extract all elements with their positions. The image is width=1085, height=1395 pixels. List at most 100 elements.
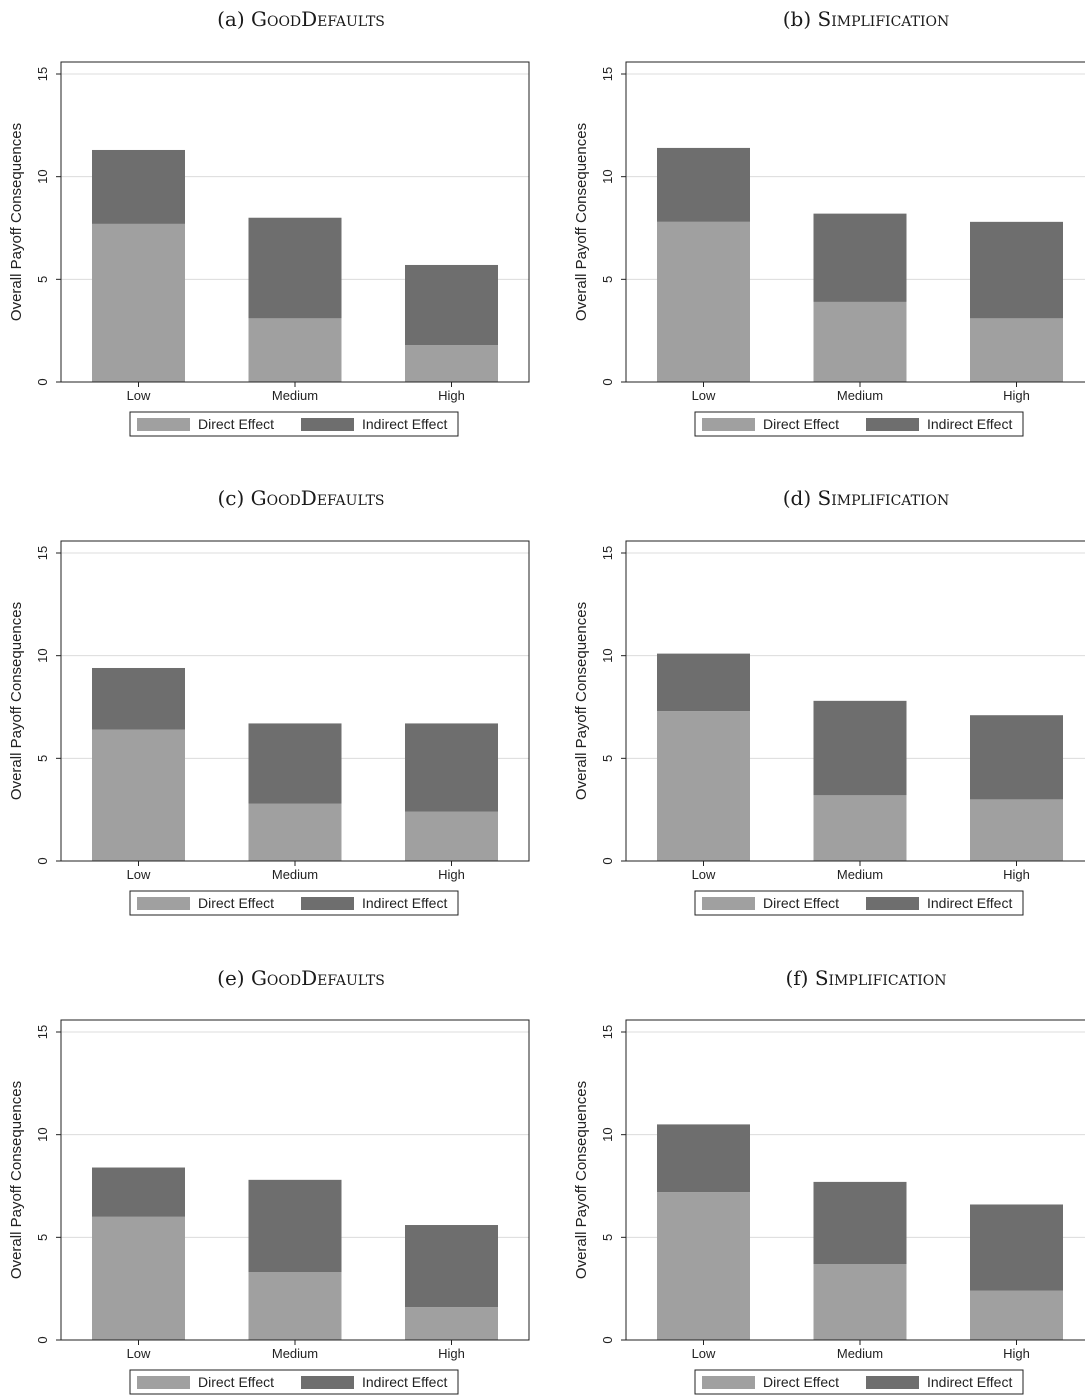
- bar-direct-high: [970, 1290, 1063, 1340]
- y-tick-label: 10: [600, 169, 615, 183]
- y-axis-label: Overall Payoff Consequences: [8, 123, 25, 321]
- bar-indirect-low: [657, 653, 750, 712]
- x-tick-label: Low: [127, 1346, 151, 1361]
- bar-indirect-high: [970, 715, 1063, 800]
- legend-label-direct: Direct Effect: [198, 416, 274, 432]
- y-tick-label: 5: [35, 1234, 50, 1241]
- bar-indirect-low: [657, 147, 750, 222]
- x-tick-label: High: [438, 1346, 465, 1361]
- panel-title-prefix: (a): [217, 7, 251, 31]
- chart-panel-f: (f) Simplification 0 5 10 15 Low Medium High Ove…: [573, 966, 1085, 1395]
- legend: Direct Effect Indirect Effect: [129, 411, 459, 437]
- bar-direct-low: [657, 221, 750, 382]
- bar-indirect-high: [970, 221, 1063, 319]
- x-tick-label: High: [1003, 1346, 1030, 1361]
- legend: Direct Effect Indirect Effect: [129, 890, 459, 916]
- bar-indirect-medium: [813, 700, 907, 796]
- plot-frame: [625, 540, 1085, 862]
- legend-label-direct: Direct Effect: [763, 895, 839, 911]
- bar-direct-low: [657, 1192, 750, 1340]
- legend-label-indirect: Indirect Effect: [927, 895, 1012, 911]
- legend-swatch-direct: [702, 1376, 755, 1389]
- legend: Direct Effect Indirect Effect: [694, 890, 1024, 916]
- panel-title: (f) Simplification: [785, 966, 946, 990]
- y-tick-label: 0: [35, 857, 50, 864]
- x-tick-label: High: [438, 867, 465, 882]
- y-axis-label: Overall Payoff Consequences: [8, 602, 25, 800]
- y-tick-label: 15: [600, 1025, 615, 1039]
- panel-title-prefix: (b): [783, 7, 818, 31]
- x-tick-label: Low: [692, 388, 716, 403]
- bar-indirect-medium: [813, 213, 907, 302]
- bar-direct-high: [970, 799, 1063, 861]
- panel-title-name: Simplification: [815, 966, 947, 990]
- chart-panel-d: (d) Simplification 0 5 10 15 Low Medium High Ove…: [573, 486, 1085, 916]
- y-tick-label: 0: [35, 378, 50, 385]
- y-tick-label: 10: [35, 648, 50, 662]
- chart-panel-a: (a) GoodDefaults 0 5 10 15 Low Medium High Overa…: [8, 7, 530, 437]
- legend: Direct Effect Indirect Effect: [694, 1369, 1024, 1395]
- legend-swatch-indirect: [866, 418, 919, 431]
- bar-indirect-low: [657, 1124, 750, 1193]
- y-axis-label: Overall Payoff Consequences: [573, 602, 590, 800]
- bar-direct-medium: [813, 301, 907, 382]
- bar-indirect-medium: [248, 723, 342, 804]
- panel-title: (d) Simplification: [783, 486, 949, 510]
- y-tick-label: 15: [35, 67, 50, 81]
- legend-label-indirect: Indirect Effect: [362, 416, 447, 432]
- legend-label-indirect: Indirect Effect: [362, 895, 447, 911]
- plot-frame: [60, 61, 530, 383]
- y-tick-label: 10: [35, 1127, 50, 1141]
- x-tick-label: High: [1003, 867, 1030, 882]
- y-tick-label: 10: [600, 1127, 615, 1141]
- x-tick-label: Medium: [272, 1346, 318, 1361]
- bar-direct-low: [92, 729, 185, 861]
- chart-panel-e: (e) GoodDefaults 0 5 10 15 Low Medium High Overa…: [8, 966, 530, 1395]
- panel-title-name: Simplification: [818, 7, 950, 31]
- y-tick-label: 0: [35, 1336, 50, 1343]
- legend-swatch-indirect: [866, 1376, 919, 1389]
- legend-swatch-indirect: [301, 418, 354, 431]
- bar-direct-high: [405, 1307, 498, 1340]
- bar-direct-medium: [248, 803, 342, 861]
- y-tick-label: 15: [600, 546, 615, 560]
- plot-frame: [60, 540, 530, 862]
- bar-direct-high: [970, 318, 1063, 382]
- bar-indirect-medium: [248, 1179, 342, 1273]
- x-tick-label: Low: [692, 1346, 716, 1361]
- x-tick-label: High: [438, 388, 465, 403]
- y-axis-label: Overall Payoff Consequences: [573, 1081, 590, 1279]
- y-axis-label: Overall Payoff Consequences: [573, 123, 590, 321]
- x-tick-label: Low: [127, 388, 151, 403]
- panel-title: (e) GoodDefaults: [217, 966, 385, 990]
- bar-direct-high: [405, 345, 498, 382]
- legend-swatch-direct: [137, 897, 190, 910]
- y-tick-label: 0: [600, 857, 615, 864]
- panel-title-name: GoodDefaults: [251, 966, 385, 990]
- x-tick-label: Low: [127, 867, 151, 882]
- panel-title-name: Simplification: [818, 486, 950, 510]
- legend-label-direct: Direct Effect: [198, 895, 274, 911]
- bar-direct-medium: [813, 795, 907, 861]
- legend-label-indirect: Indirect Effect: [927, 416, 1012, 432]
- legend-swatch-direct: [702, 897, 755, 910]
- y-tick-label: 5: [35, 276, 50, 283]
- bar-indirect-high: [405, 723, 498, 812]
- legend: Direct Effect Indirect Effect: [694, 411, 1024, 437]
- bar-indirect-medium: [248, 217, 342, 319]
- x-tick-label: Medium: [272, 867, 318, 882]
- plot-frame: [625, 1019, 1085, 1341]
- y-tick-label: 5: [600, 755, 615, 762]
- bar-indirect-high: [405, 1225, 498, 1308]
- panel-title-name: GoodDefaults: [251, 7, 385, 31]
- y-axis-label: Overall Payoff Consequences: [8, 1081, 25, 1279]
- bar-direct-medium: [248, 1272, 342, 1340]
- chart-panel-c: (c) GoodDefaults 0 5 10 15 Low Medium High Overa…: [8, 486, 530, 916]
- bar-direct-high: [405, 811, 498, 861]
- panel-title: (b) Simplification: [783, 7, 949, 31]
- bar-indirect-low: [92, 149, 185, 224]
- panel-title-prefix: (d): [783, 486, 818, 510]
- legend-swatch-indirect: [301, 897, 354, 910]
- bar-indirect-high: [405, 264, 498, 346]
- x-tick-label: Low: [692, 867, 716, 882]
